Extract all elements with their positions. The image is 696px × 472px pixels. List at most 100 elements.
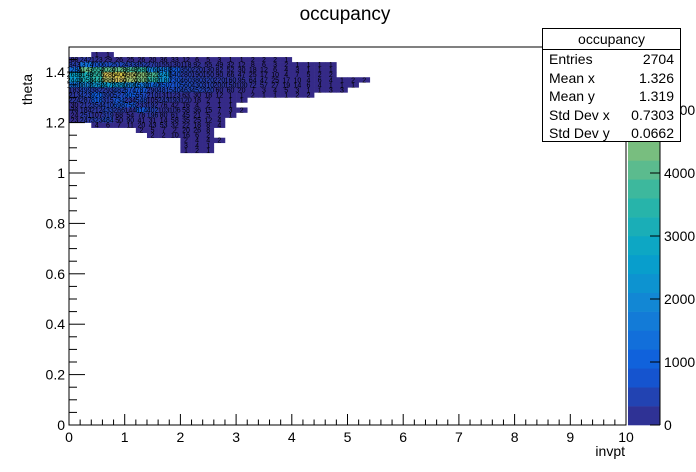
stats-value: 0.7303 (631, 106, 674, 123)
heatmap-cell (269, 77, 281, 83)
heatmap-cell (169, 82, 181, 88)
heatmap-cell-label: 350 (180, 67, 192, 74)
heatmap-cell-label: 10 (271, 72, 279, 79)
heatmap-cell (314, 77, 326, 83)
heatmap-cell-label: 242 (80, 57, 92, 64)
heatmap-cell-label: 4 (206, 138, 210, 145)
heatmap-cell-label: 196 (147, 113, 159, 120)
heatmap-cell-label: 14 (293, 82, 301, 89)
heatmap-cell-label: 2 (206, 133, 210, 140)
heatmap-cell-label: 354 (91, 102, 103, 109)
heatmap-cell (113, 122, 125, 128)
heatmap-cell-label: 423 (80, 92, 92, 99)
heatmap-cell (202, 82, 215, 88)
heatmap-cell (236, 92, 248, 98)
heatmap-cell (113, 82, 125, 88)
palette-band (628, 217, 660, 237)
heatmap-cell-label: 402 (147, 108, 159, 115)
heatmap-cell (280, 77, 293, 83)
heatmap-cell (269, 82, 281, 88)
heatmap-cell (202, 107, 215, 113)
heatmap-cell-label: 2 (273, 57, 277, 64)
heatmap-cell (280, 57, 293, 63)
heatmap-cell-label: 2 (318, 72, 322, 79)
heatmap-cell-label: 32 (171, 123, 179, 130)
heatmap-cell-label: 150 (202, 72, 214, 79)
heatmap-cell-label: 8 (251, 62, 255, 69)
heatmap-cell (314, 67, 326, 73)
heatmap-cell-label: 320 (202, 77, 214, 84)
heatmap-cell (236, 67, 248, 73)
heatmap-cell (91, 57, 103, 63)
heatmap-cell (158, 87, 170, 93)
heatmap-cell (347, 82, 359, 88)
heatmap-cell (291, 92, 304, 98)
heatmap-cell (280, 62, 293, 68)
heatmap-cell-label: 20 (238, 87, 246, 94)
heatmap-cell-label: 4 (195, 102, 199, 109)
heatmap-cell-label: 2260 (89, 82, 105, 89)
z-tick-label: 4000 (664, 165, 695, 181)
heatmap-cell (213, 117, 226, 123)
heatmap-cell-label: 16 (182, 102, 190, 109)
heatmap-cell (158, 82, 170, 88)
heatmap-cell-label: 193 (169, 97, 181, 104)
z-tick-label: 1000 (664, 354, 695, 370)
heatmap-cell-label: 1800 (78, 82, 94, 89)
heatmap-cell-label: 818 (91, 97, 103, 104)
heatmap-cell-label: 80 (160, 113, 168, 120)
heatmap-cell (146, 77, 159, 83)
heatmap-cell-label: 41 (138, 118, 146, 125)
heatmap-cell-label: 484 (102, 118, 114, 125)
heatmap-cell (124, 117, 137, 123)
heatmap-cell (135, 87, 148, 93)
heatmap-cell (336, 82, 348, 88)
heatmap-cell-label: 1 (229, 102, 233, 109)
heatmap-cell-label: 548 (136, 97, 148, 104)
heatmap-cell-label: 481 (158, 87, 170, 94)
heatmap-cell (80, 112, 92, 118)
heatmap-cell (180, 112, 192, 118)
heatmap-cell (146, 92, 159, 98)
heatmap-cell (169, 132, 181, 139)
heatmap-cell (146, 57, 159, 63)
heatmap-cell-label: 3920 (145, 72, 161, 79)
heatmap-cell (69, 67, 81, 73)
heatmap-cell-label: 2180 (156, 77, 172, 84)
heatmap-cell-label: 270 (147, 62, 159, 69)
heatmap-cell (102, 117, 114, 123)
heatmap-cell-label: 90 (126, 118, 134, 125)
heatmap-cell-label: 212 (91, 108, 103, 115)
heatmap-cell-label: 2440 (67, 77, 83, 84)
x-tick-label: 7 (455, 429, 463, 445)
heatmap-cell (236, 77, 248, 83)
heatmap-cell-label: 3 (273, 62, 277, 69)
heatmap-cell (213, 122, 226, 128)
heatmap-cell (158, 127, 170, 133)
heatmap-cell-label: 3140 (78, 72, 94, 79)
stats-value: 1.319 (638, 88, 674, 104)
heatmap-cell (180, 92, 192, 98)
heatmap-cell (202, 72, 215, 78)
heatmap-cell-label: 58 (182, 108, 190, 115)
heatmap-cell-label: 29 (104, 57, 112, 64)
heatmap-cell-label: 25 (271, 77, 279, 84)
heatmap-cell-label: 92 (193, 62, 201, 69)
heatmap-cell (224, 102, 237, 108)
heatmap-cell (124, 102, 137, 108)
stats-row-std-dev-y: Std Dev y 0.0662 (543, 124, 680, 143)
heatmap-cell-label: 5280 (100, 72, 116, 79)
heatmap-cell (169, 77, 181, 83)
heatmap-cell-label: 1300 (67, 82, 83, 89)
heatmap-cell-label: 27 (271, 82, 279, 89)
heatmap-cell-label: 7 (251, 87, 255, 94)
heatmap-cell-label: 25 (193, 118, 201, 125)
heatmap-cell-label: 220 (191, 67, 203, 74)
heatmap-cell (124, 77, 137, 83)
heatmap-cell (80, 117, 92, 123)
heatmap-cell (124, 112, 137, 118)
heatmap-cell-label: 1 (229, 97, 233, 104)
heatmap-cell (80, 102, 92, 108)
heatmap-cell-label: 734 (113, 97, 125, 104)
heatmap-cell-label: 4300 (134, 77, 150, 84)
